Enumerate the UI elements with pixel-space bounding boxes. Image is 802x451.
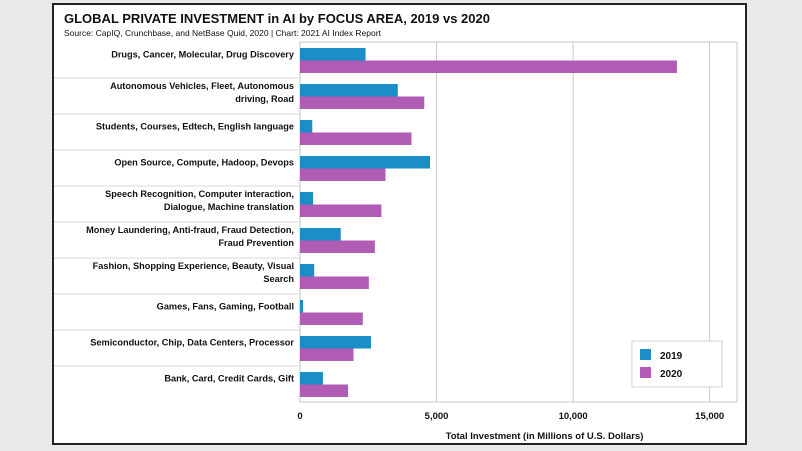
category-label: Students, Courses, Edtech, English langu… (96, 122, 294, 132)
bar-2020 (300, 312, 363, 325)
x-tick-label: 5,000 (425, 411, 449, 422)
bar-2020 (300, 168, 386, 181)
bar-2019 (300, 120, 313, 133)
bar-2020 (300, 204, 382, 217)
x-tick-label: 0 (297, 411, 302, 422)
category-label: Semiconductor, Chip, Data Centers, Proce… (90, 338, 294, 348)
category-label: Speech Recognition, Computer interaction… (105, 189, 294, 199)
bar-2020 (300, 60, 677, 73)
bar-2020 (300, 96, 425, 109)
bar-chart: 0 5,000 10,000 15,000 Drugs, Cancer, Molecul… (54, 41, 738, 442)
legend-label-2020: 2020 (660, 369, 683, 380)
legend-swatch-2020 (640, 367, 651, 378)
bar-2019 (300, 228, 341, 241)
category-label: Games, Fans, Gaming, Football (157, 302, 294, 312)
bar-2019 (300, 156, 431, 169)
x-axis-label: Total Investment (in Millions of U.S. Do… (446, 431, 644, 442)
bar-2019 (300, 300, 304, 313)
bar-2020 (300, 240, 375, 253)
bar-2019 (300, 336, 372, 349)
bar-2020 (300, 132, 412, 145)
bar-2020 (300, 384, 349, 397)
bar-2020 (300, 276, 369, 289)
category-label: Open Source, Compute, Hadoop, Devops (114, 158, 294, 168)
legend-swatch-2019 (640, 349, 651, 360)
category-label: Dialogue, Machine translation (164, 202, 295, 212)
category-label: Fashion, Shopping Experience, Beauty, Vi… (93, 261, 294, 271)
bar-2019 (300, 48, 366, 61)
x-tick-label: 15,000 (695, 411, 724, 422)
bar-2019 (300, 192, 314, 205)
category-label: Fraud Prevention (218, 238, 294, 248)
chart-title: GLOBAL PRIVATE INVESTMENT in AI by FOCUS… (64, 11, 490, 26)
category-label: Search (263, 274, 294, 284)
category-label: driving, Road (235, 94, 294, 104)
bar-2019 (300, 372, 323, 385)
chart-frame: GLOBAL PRIVATE INVESTMENT in AI by FOCUS… (52, 3, 747, 445)
x-tick-label: 10,000 (559, 411, 588, 422)
legend-label-2019: 2019 (660, 351, 683, 362)
bar-2019 (300, 264, 315, 277)
category-label: Money Laundering, Anti-fraud, Fraud Dete… (86, 225, 294, 235)
category-label: Autonomous Vehicles, Fleet, Autonomous (110, 81, 294, 91)
chart-source: Source: CapIQ, Crunchbase, and NetBase Q… (64, 28, 381, 38)
category-label: Bank, Card, Credit Cards, Gift (164, 374, 294, 384)
bar-2020 (300, 348, 354, 361)
bar-2019 (300, 84, 398, 97)
category-label: Drugs, Cancer, Molecular, Drug Discovery (111, 50, 295, 60)
legend-box (631, 340, 723, 388)
